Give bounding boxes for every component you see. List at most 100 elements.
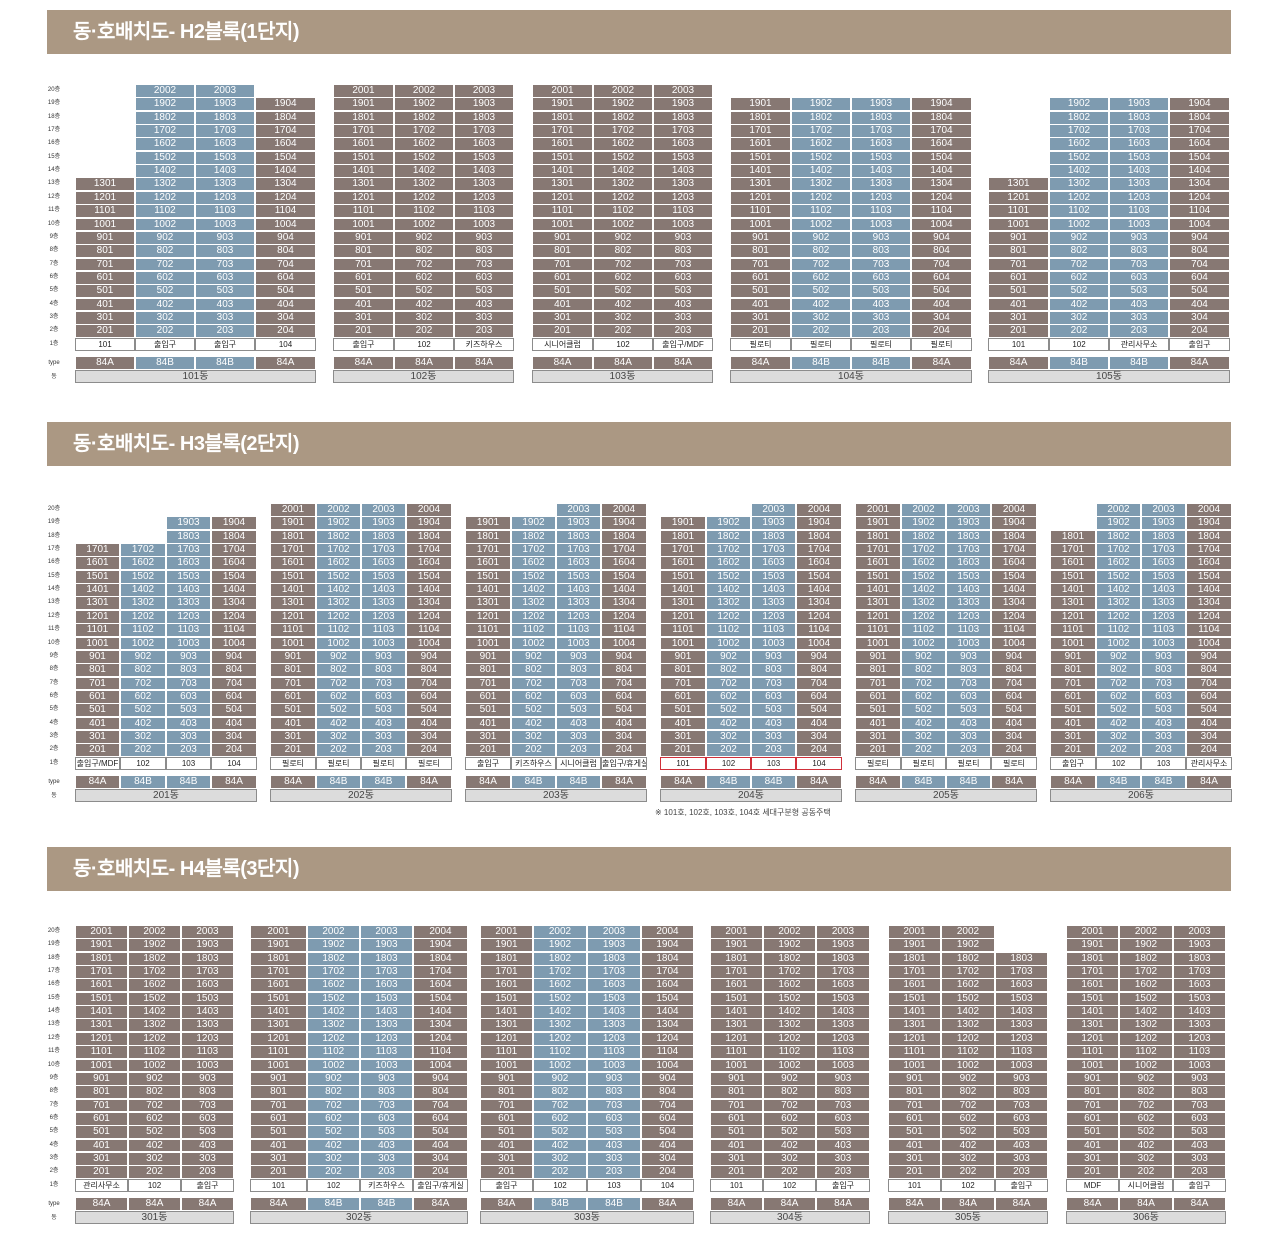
unit-cell: 1004 bbox=[1169, 217, 1230, 232]
unit-cell: 1504 bbox=[211, 569, 257, 584]
ground-floor-cell: 출입구 bbox=[816, 1178, 870, 1193]
unit-cell: 2001 bbox=[333, 84, 394, 98]
unit-cell: 1801 bbox=[480, 951, 533, 966]
unit-cell: 302 bbox=[394, 310, 454, 325]
unit-cell: 1201 bbox=[480, 1031, 533, 1046]
unit-cell: 1503 bbox=[995, 991, 1048, 1006]
unit-cell: 1804 bbox=[211, 529, 257, 544]
unit-cell: 1403 bbox=[751, 583, 796, 597]
unit-cell: 402 bbox=[511, 716, 556, 731]
unit-cell: 1801 bbox=[532, 110, 593, 125]
unit-cell: 701 bbox=[660, 676, 706, 691]
unit-cell: 1004 bbox=[211, 636, 257, 651]
unit-cell: 1303 bbox=[195, 177, 255, 192]
unit-cell: 1801 bbox=[710, 951, 763, 966]
unit-cell: 1103 bbox=[361, 623, 406, 637]
unit-cell: 801 bbox=[1050, 663, 1096, 678]
unit-cell: 402 bbox=[120, 716, 166, 731]
building-name: 201동 bbox=[75, 789, 257, 802]
unit-cell: 903 bbox=[454, 230, 514, 245]
unit-cell: 1801 bbox=[270, 529, 316, 544]
unit-type-cell: 84A bbox=[128, 1197, 181, 1211]
unit-cell: 701 bbox=[75, 676, 120, 691]
unit-cell: 404 bbox=[1186, 716, 1232, 731]
unit-cell: 602 bbox=[941, 1111, 995, 1126]
unit-cell: 702 bbox=[511, 676, 556, 691]
unit-cell: 601 bbox=[730, 270, 791, 285]
unit-cell: 1502 bbox=[593, 150, 653, 165]
unit-cell: 803 bbox=[1173, 1085, 1226, 1100]
ground-floor-cell: 출입구 bbox=[465, 756, 511, 771]
unit-cell: 1504 bbox=[413, 991, 468, 1006]
unit-cell: 1704 bbox=[413, 965, 468, 979]
unit-cell: 1502 bbox=[120, 569, 166, 584]
unit-cell: 1303 bbox=[361, 596, 406, 611]
unit-cell: 701 bbox=[75, 257, 135, 272]
unit-cell: 2001 bbox=[710, 925, 763, 939]
unit-cell: 1601 bbox=[710, 978, 763, 993]
unit-cell: 604 bbox=[911, 270, 972, 285]
unit-cell: 202 bbox=[135, 324, 195, 339]
unit-cell: 701 bbox=[730, 257, 791, 272]
unit-cell: 304 bbox=[1186, 729, 1232, 744]
ground-floor-cell: 필로티 bbox=[270, 756, 316, 771]
unit-cell: 601 bbox=[1066, 1111, 1119, 1126]
unit-cell: 801 bbox=[75, 663, 120, 678]
unit-cell: 904 bbox=[413, 1071, 468, 1086]
unit-cell: 1103 bbox=[360, 1045, 413, 1059]
unit-cell: 702 bbox=[941, 1098, 995, 1113]
unit-cell: 1903 bbox=[816, 938, 870, 953]
unit-cell: 602 bbox=[128, 1111, 181, 1126]
unit-cell: 404 bbox=[796, 716, 842, 731]
unit-cell: 1701 bbox=[855, 543, 901, 557]
unit-cell: 503 bbox=[816, 1125, 870, 1140]
unit-cell: 903 bbox=[360, 1071, 413, 1086]
unit-cell: 1704 bbox=[991, 543, 1037, 557]
unit-cell: 701 bbox=[75, 1098, 128, 1113]
unit-cell: 1901 bbox=[250, 938, 307, 953]
unit-cell: 1502 bbox=[307, 991, 360, 1006]
unit-cell: 1402 bbox=[593, 164, 653, 178]
unit-cell: 1702 bbox=[791, 124, 851, 138]
unit-cell: 704 bbox=[991, 676, 1037, 691]
ground-floor-cell: 키즈하우스 bbox=[511, 756, 556, 771]
unit-cell: 703 bbox=[454, 257, 514, 272]
unit-cell: 203 bbox=[851, 324, 911, 339]
unit-cell: 903 bbox=[181, 1071, 234, 1086]
unit-cell: 1104 bbox=[1169, 204, 1230, 218]
unit-cell: 404 bbox=[255, 297, 316, 312]
unit-cell: 1501 bbox=[270, 569, 316, 584]
floor-label: 18층 bbox=[47, 532, 61, 539]
floor-label: 11층 bbox=[48, 207, 60, 214]
unit-cell: 203 bbox=[556, 743, 601, 758]
unit-cell: 1904 bbox=[406, 516, 452, 531]
unit-cell: 1101 bbox=[988, 204, 1049, 218]
unit-cell: 402 bbox=[533, 1138, 587, 1153]
header-h4: 동·호배치도- H4블록(3단지) bbox=[47, 847, 1231, 891]
unit-cell: 403 bbox=[816, 1138, 870, 1153]
unit-cell: 1602 bbox=[135, 137, 195, 152]
unit-cell: 1202 bbox=[533, 1031, 587, 1046]
unit-cell: 902 bbox=[511, 649, 556, 664]
unit-cell: 1701 bbox=[75, 965, 128, 979]
unit-cell: 1001 bbox=[333, 217, 394, 232]
unit-cell: 902 bbox=[316, 649, 361, 664]
unit-type-cell: 84B bbox=[511, 775, 556, 789]
type-label: type bbox=[48, 1201, 60, 1207]
unit-cell: 203 bbox=[995, 1165, 1048, 1180]
unit-type-cell: 84A bbox=[250, 1197, 307, 1211]
unit-cell: 903 bbox=[851, 230, 911, 245]
unit-cell: 1403 bbox=[195, 164, 255, 178]
unit-cell: 703 bbox=[653, 257, 713, 272]
unit-cell: 1504 bbox=[911, 150, 972, 165]
unit-cell: 501 bbox=[888, 1125, 941, 1140]
unit-cell: 1802 bbox=[394, 110, 454, 125]
unit-cell: 702 bbox=[307, 1098, 360, 1113]
floor-label: 12층 bbox=[47, 612, 61, 619]
unit-cell: 1303 bbox=[851, 177, 911, 192]
unit-cell: 604 bbox=[601, 689, 647, 704]
unit-cell: 1603 bbox=[1109, 137, 1169, 152]
unit-cell: 604 bbox=[211, 689, 257, 704]
unit-cell: 1403 bbox=[946, 583, 991, 597]
unit-cell: 2002 bbox=[394, 84, 454, 98]
